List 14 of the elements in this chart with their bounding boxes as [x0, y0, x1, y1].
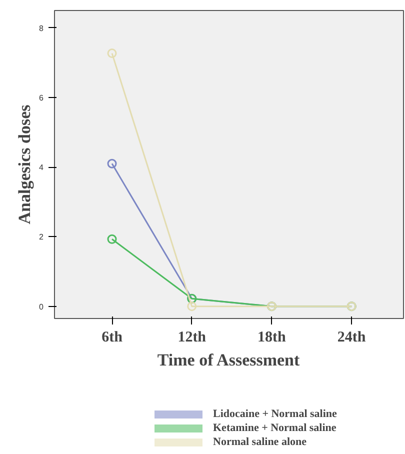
legend-label: Ketamine + Normal saline [213, 422, 336, 434]
legend-label: Normal saline alone [213, 436, 306, 448]
x-tick-label: 18th [258, 330, 287, 346]
x-tick-label: 6th [102, 330, 124, 346]
y-tick-label: 6 [39, 94, 44, 103]
y-tick-label: 8 [39, 24, 44, 33]
x-tick-label: 12th [178, 330, 207, 346]
y-tick-label: 2 [39, 232, 44, 242]
x-tick-label: 24th [337, 330, 366, 346]
y-axis-title: Analgesics doses [15, 104, 34, 224]
y-tick-label: 0 [39, 302, 44, 312]
x-axis-title: Time of Assessment [157, 350, 300, 370]
legend-label: Lidocaine + Normal saline [213, 408, 337, 420]
y-tick-label: 4 [39, 163, 44, 172]
